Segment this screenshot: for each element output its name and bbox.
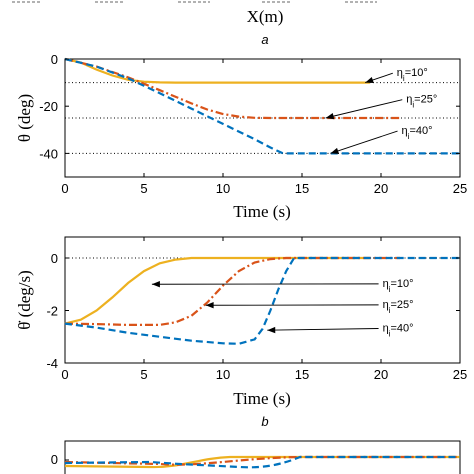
series-line-2 xyxy=(64,57,460,155)
x-tick-label: 5 xyxy=(140,181,147,196)
series-line-0 xyxy=(64,57,370,84)
top-strip: X(m) a xyxy=(12,1,377,47)
top-xlabel: X(m) xyxy=(247,7,284,26)
x-tick-label: 15 xyxy=(295,181,309,196)
y-tick-label: -20 xyxy=(39,99,58,114)
series-line-2 xyxy=(64,256,460,345)
series-line-1 xyxy=(64,256,400,326)
annotation-arrowhead-1 xyxy=(205,302,214,309)
panel-a-yticks: 0 -20 -40 xyxy=(39,52,460,161)
annotation-label-2: ηi=40° xyxy=(402,125,433,141)
bottom-ytick: 0 xyxy=(51,452,58,467)
annotation-arrowhead-0 xyxy=(151,281,160,288)
panel-a-series xyxy=(64,57,460,155)
panel-a-annotations: ηi=10° ηi=25° ηi=40° xyxy=(325,67,437,154)
y-tick-label: 0 xyxy=(51,251,58,266)
annotation-label-0: ηi=10° xyxy=(383,278,414,294)
panel-b-annotations: ηi=10° ηi=25° ηi=40° xyxy=(151,278,414,339)
annotation-arrow-2 xyxy=(330,130,398,154)
x-tick-label: 10 xyxy=(216,181,230,196)
x-tick-label: 15 xyxy=(295,367,309,382)
annotation-arrowhead-1 xyxy=(325,113,335,120)
panel-letter-b: b xyxy=(261,414,268,429)
panel-b-frame xyxy=(64,236,461,364)
panel-a-ylabel-text: θ (deg) xyxy=(15,94,34,142)
annotation-label-2: ηi=40° xyxy=(383,323,414,339)
x-tick-label: 0 xyxy=(61,367,68,382)
annotation-arrow-2 xyxy=(267,328,379,331)
bottom-partial-panel: 0 xyxy=(51,440,461,474)
x-tick-label: 0 xyxy=(61,181,68,196)
panel-b-ylabel: θ̇ (deg/s) xyxy=(15,270,34,330)
y-tick-label: -4 xyxy=(46,356,58,371)
bottom-series-line-0 xyxy=(64,455,460,469)
annotation-arrowhead-0 xyxy=(365,76,374,84)
annotation-label-0: ηi=10° xyxy=(397,67,428,83)
annotation-label-1: ηi=25° xyxy=(406,94,437,110)
panel-letter-a: a xyxy=(261,32,268,47)
panel-b: 0 5 10 15 20 25 0 -2 -4 ηi=10° ηi=25° ηi=40° Time… xyxy=(15,236,467,429)
panel-b-yticks: 0 -2 -4 xyxy=(46,251,460,371)
x-tick-label: 5 xyxy=(140,367,147,382)
x-tick-label: 10 xyxy=(216,367,230,382)
y-tick-label: -2 xyxy=(46,304,58,319)
y-tick-label: 0 xyxy=(51,52,58,67)
bottom-series xyxy=(64,455,460,469)
x-tick-label: 20 xyxy=(374,181,388,196)
x-tick-label: 25 xyxy=(453,367,467,382)
series-line-1 xyxy=(64,57,400,120)
panel-b-xlabel: Time (s) xyxy=(233,389,290,408)
x-tick-label: 25 xyxy=(453,181,467,196)
annotation-arrowhead-2 xyxy=(267,326,276,334)
x-tick-label: 20 xyxy=(374,367,388,382)
panel-a-xlabel: Time (s) xyxy=(233,202,290,221)
bottom-series-line-2 xyxy=(64,455,460,469)
annotation-arrow-1 xyxy=(325,99,403,119)
y-tick-label: -40 xyxy=(39,146,58,161)
annotation-label-1: ηi=25° xyxy=(383,299,414,315)
series-line-0 xyxy=(64,256,370,325)
panel-a-ylabel: θ (deg) xyxy=(15,94,34,142)
panel-a: 0 5 10 15 20 25 0 -20 -40 ηi=10° ηi=25° ηi=40° Ti… xyxy=(15,52,467,221)
annotation-arrowhead-2 xyxy=(330,147,340,154)
panel-b-xticks: 0 5 10 15 20 25 xyxy=(61,237,467,382)
panel-b-series xyxy=(64,256,460,345)
panel-a-xticks: 0 5 10 15 20 25 xyxy=(61,59,467,196)
bottom-series-line-1 xyxy=(64,455,460,466)
panel-b-ylabel-text: θ̇ (deg/s) xyxy=(15,270,34,330)
